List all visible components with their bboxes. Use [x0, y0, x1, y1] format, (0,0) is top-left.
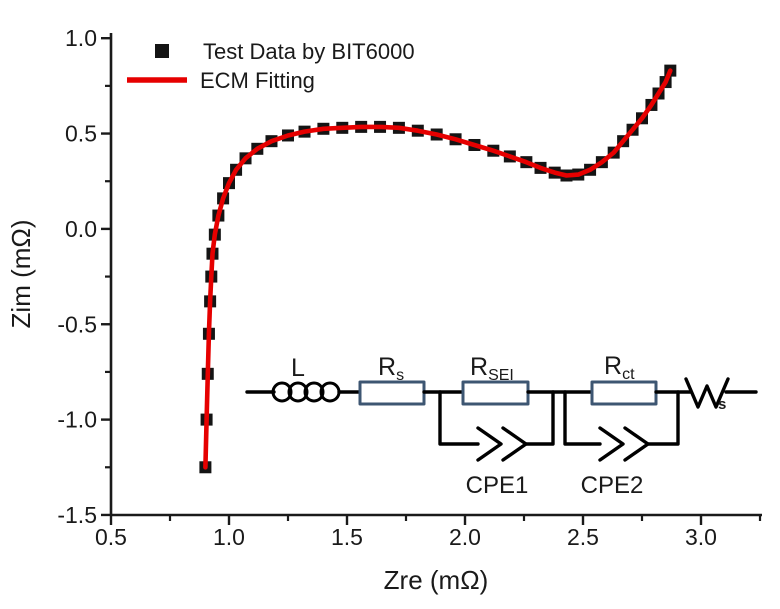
equivalent-circuit-inset	[245, 377, 758, 462]
ecm-fit-line	[203, 68, 673, 470]
resistor-rct-icon	[590, 380, 658, 406]
y-tick-label: 0.5	[65, 121, 97, 147]
rct-label: Rct	[604, 352, 635, 383]
cpe2-branch-icon	[563, 390, 680, 462]
cpe2-label: CPE2	[581, 472, 644, 499]
legend-square-marker-icon	[155, 44, 169, 58]
y-tick-label: 1.0	[65, 25, 97, 51]
resistor-rs-icon	[358, 380, 426, 406]
circuit-labels: L Rs RSEI Rct CPE1 CPE2 s	[291, 352, 726, 499]
x-tick-label: 0.5	[95, 524, 127, 550]
warburg-icon	[684, 377, 730, 409]
y-tick-label: -0.5	[57, 311, 97, 337]
x-tick-label: 2.5	[567, 524, 599, 550]
cpe1-label: CPE1	[466, 472, 529, 499]
rsei-label: RSEI	[470, 353, 514, 384]
legend-label-ecm-fitting: ECM Fitting	[200, 68, 315, 93]
inductor-icon	[271, 381, 341, 403]
x-axis-title: Zre (mΩ)	[384, 565, 489, 595]
rs-label: Rs	[378, 353, 404, 384]
resistor-rsei-icon	[461, 380, 530, 406]
x-tick-label: 3.0	[685, 524, 717, 550]
x-tick-label: 1.5	[331, 524, 363, 550]
legend: Test Data by BIT6000 ECM Fitting	[127, 39, 415, 93]
x-tick-label: 2.0	[449, 524, 481, 550]
inductor-label: L	[291, 354, 305, 382]
legend-label-test-data: Test Data by BIT6000	[203, 39, 415, 64]
y-tick-label: -1.0	[57, 407, 97, 433]
y-tick-label: -1.5	[57, 502, 97, 528]
plot-area: 0.5 1.0 1.5 2.0 2.5 3.0 1.0 0.5 0.0 -0.5 -1.0 -1.5	[57, 25, 762, 550]
y-tick-label: 0.0	[65, 216, 97, 242]
y-axis-title: Zim (mΩ)	[6, 220, 36, 329]
x-tick-label: 1.0	[213, 524, 245, 550]
cpe1-branch-icon	[438, 390, 555, 462]
warburg-sub-label: s	[718, 396, 726, 413]
